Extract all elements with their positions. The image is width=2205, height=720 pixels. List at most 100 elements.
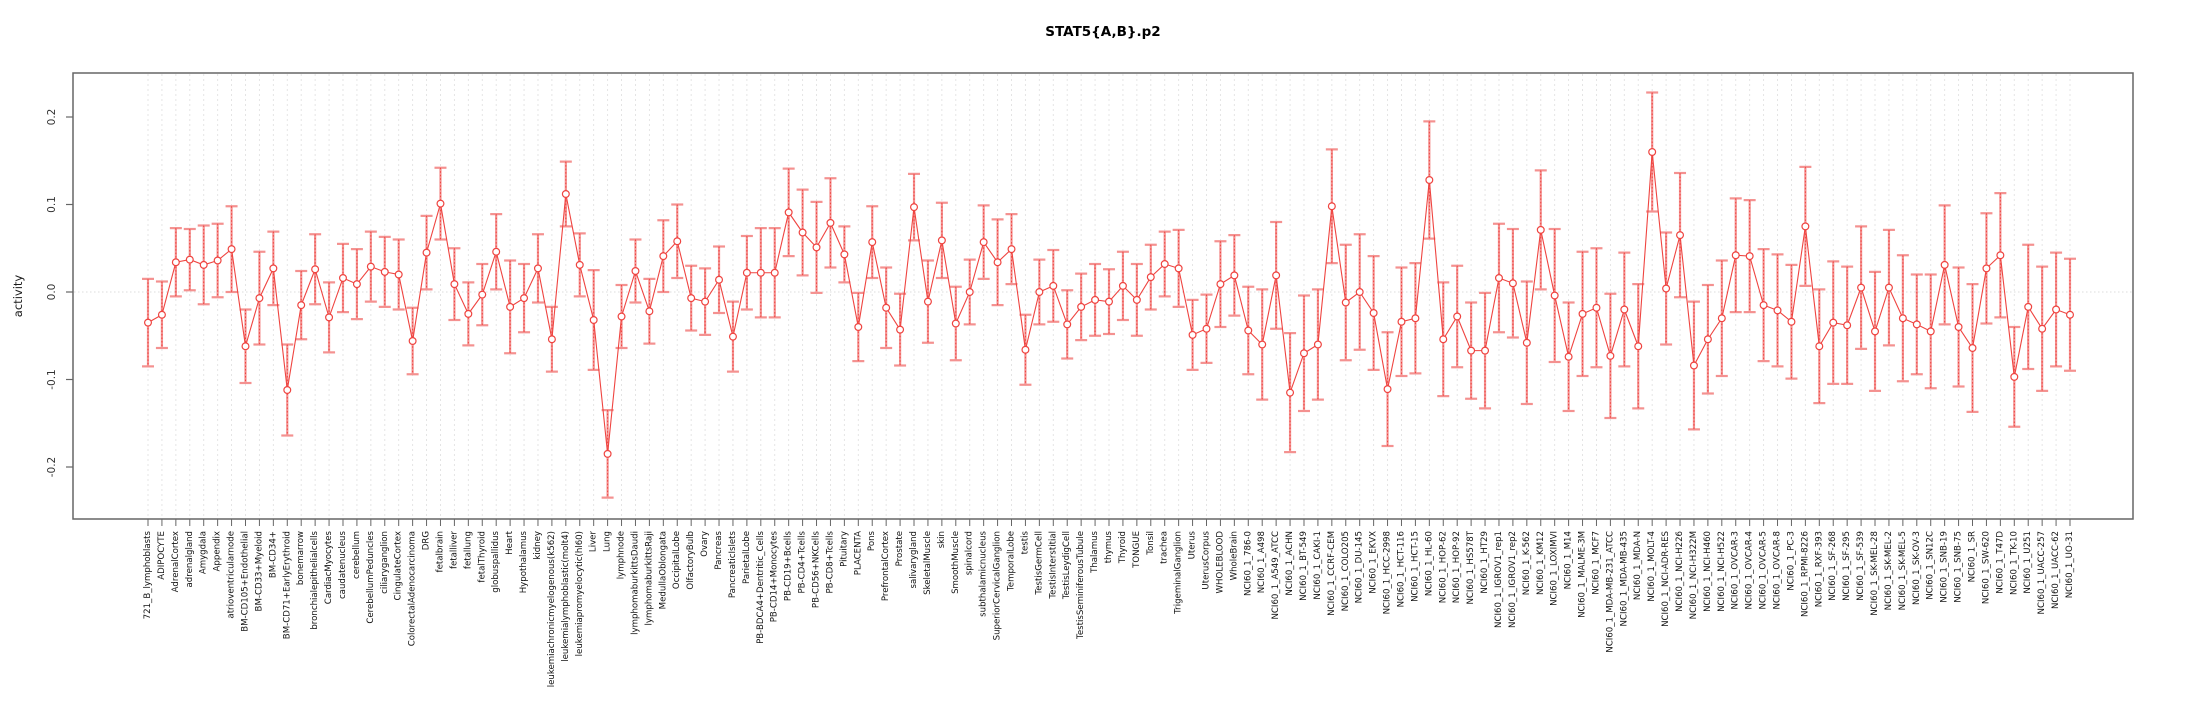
x-tick-label: NCI60_1_SK-MEL-5 [1898, 531, 1908, 610]
data-point-marker [645, 307, 654, 316]
x-tick-label: PB-CD56+NKCells [812, 530, 822, 608]
y-tick-label: -0.2 [46, 457, 58, 478]
x-tick-label: ciliaryganglion [380, 531, 390, 594]
x-tick-label: ColorectalAdenocarcinoma [408, 531, 418, 646]
data-point-marker [1522, 338, 1531, 347]
data-point-marker [283, 386, 292, 395]
data-point-marker [1258, 340, 1267, 349]
data-point-marker [1299, 349, 1308, 358]
data-point-marker [1481, 346, 1490, 355]
x-tick-label: NCI60_1_HL-60 [1424, 531, 1434, 596]
chart-title: STAT5{A,B}.p2 [1045, 24, 1160, 40]
data-point-marker [506, 302, 515, 311]
x-tick-label: NCI60_1_DU-145 [1355, 531, 1365, 603]
x-tick-label: NCI60_1_T47D [1995, 531, 2005, 594]
x-tick-label: NCI60_1_HCT-15 [1410, 531, 1420, 602]
x-tick-label: thymus [1104, 530, 1114, 563]
x-tick-label: fetalbrain [435, 531, 445, 572]
data-point-marker [868, 238, 877, 247]
data-point-marker [1104, 297, 1113, 306]
data-point-marker [338, 274, 347, 283]
data-point-marker [923, 297, 932, 306]
data-point-marker [937, 236, 946, 245]
x-tick-label: NCI60_1_SR [1968, 531, 1978, 582]
data-point-marker [394, 270, 403, 279]
x-tick-label: BM-CD71+EarlyErythroid [282, 531, 292, 639]
data-point-marker [1188, 330, 1197, 339]
data-point-marker [687, 294, 696, 303]
data-point-marker [1369, 309, 1378, 318]
x-tick-label: NCI60_1_IGROV1_rep1 [1494, 531, 1504, 628]
x-tick-label: NCI60_1_MDA-N [1633, 531, 1643, 600]
data-point-marker [1606, 351, 1615, 360]
x-tick-label: CingulateCortex [394, 531, 404, 600]
x-tick-label: NCI60_1_M14 [1564, 531, 1574, 589]
x-tick-label: NCI60_1_UACC-257 [2037, 531, 2047, 614]
x-tick-label: NCI60_1_RPMI-8226 [1800, 531, 1810, 617]
x-tick-label: NCI60_1_SF-295 [1842, 531, 1852, 601]
data-point-marker [1272, 271, 1281, 280]
axes-layer: 0.2 0.1 0.0 -0.1 -0.2 [46, 72, 2134, 526]
x-tick-label: Thyroid [1118, 531, 1128, 564]
x-tick-label: ADIPOCYTE [157, 531, 167, 580]
data-point-marker [2066, 310, 2075, 319]
x-tick-label: NCI60_1_MDA-MB-435 [1619, 531, 1629, 626]
x-tick-label: NCI60_1_U251 [2023, 531, 2033, 594]
x-tick-label: NCI60_1_OVCAR-4 [1745, 531, 1755, 610]
data-point-marker [1982, 264, 1991, 273]
data-point-marker [1648, 148, 1657, 157]
x-tick-label: NCI60_1_A498 [1257, 531, 1267, 593]
data-point-marker [450, 280, 459, 289]
data-point-marker [380, 267, 389, 276]
data-point-marker [492, 247, 501, 256]
x-tick-label: Liver [589, 531, 599, 553]
data-point-marker [269, 264, 278, 273]
x-tick-label: NCI60_1_ACHN [1285, 531, 1295, 596]
x-tick-label: lymphomaburkittsDaudi [630, 531, 640, 635]
x-tick-label: WHOLEBLOOD [1215, 531, 1225, 594]
data-point-marker [1968, 344, 1977, 353]
x-tick-label: Hypothalamus [519, 530, 529, 593]
data-point-marker [157, 310, 166, 319]
data-point-marker [1871, 327, 1880, 336]
data-point-marker [1327, 202, 1336, 211]
x-tick-label: BM-CD34+ [268, 531, 278, 578]
data-point-marker [1689, 361, 1698, 370]
x-tick-label: DRG [422, 531, 432, 550]
data-point-marker [1397, 317, 1406, 326]
data-point-marker [1007, 245, 1016, 254]
data-point-marker [617, 312, 626, 321]
data-point-marker [896, 325, 905, 334]
x-tick-label: SkeletalMuscle [923, 531, 933, 595]
data-point-marker [603, 449, 612, 458]
data-point-marker [1508, 279, 1517, 288]
data-point-marker [352, 280, 361, 289]
x-tick-label: fetalliver [449, 531, 459, 569]
x-tick-label: NCI60_1_SNB-75 [1954, 531, 1964, 603]
x-tick-label: TestisLeydigCell [1062, 531, 1072, 600]
data-point-marker [227, 245, 236, 254]
x-tick-label: UterusCorpus [1201, 530, 1211, 589]
x-tick-label: NCI60_1_SW-620 [1981, 531, 1991, 604]
x-tick-label: PancreaticIslets [728, 530, 738, 598]
x-tick-label: adrenalgland [185, 531, 195, 587]
x-tick-label: NCI60_1_NCI-H226 [1675, 531, 1685, 612]
data-point-marker [1801, 222, 1810, 231]
x-tick-label: NCI60_1_UACC-62 [2051, 531, 2061, 609]
x-tick-label: BM-CD33+Myeloid [254, 531, 264, 611]
data-point-marker [784, 208, 793, 217]
data-point-marker [2010, 372, 2019, 381]
data-point-marker [199, 260, 208, 269]
data-point-marker [979, 238, 988, 247]
x-tick-label: NCI60_1_MALME-3M [1578, 531, 1588, 618]
x-tick-label: leukemiapromyelocytic(hl60) [575, 531, 585, 656]
data-point-marker [520, 294, 529, 303]
data-point-marker [1453, 312, 1462, 321]
x-tick-label: NCI60_1_NCI-H460 [1703, 531, 1713, 612]
data-point-marker [1703, 335, 1712, 344]
x-tick-label: TestisInterstitial [1048, 531, 1058, 600]
data-point-marker [1230, 271, 1239, 280]
data-point-marker [297, 301, 306, 310]
